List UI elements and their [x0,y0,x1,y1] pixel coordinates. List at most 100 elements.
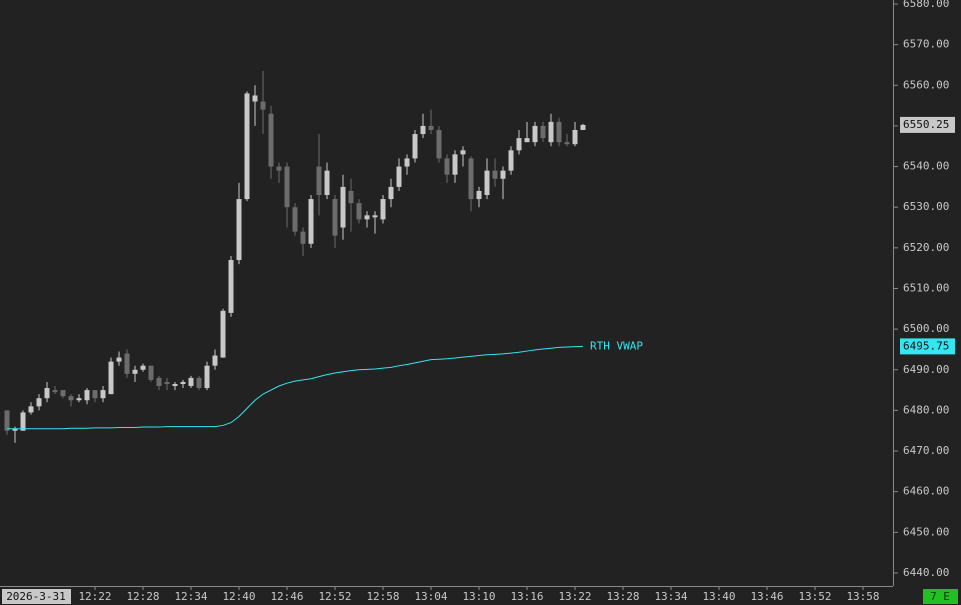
candle-body [156,377,162,387]
candle-body [364,215,370,220]
x-tick-label: 13:40 [702,590,735,603]
candle-body [28,406,34,413]
candle-body [500,170,506,179]
candle-body [540,125,546,139]
candle-body [36,398,42,407]
candle-body [188,377,194,387]
y-tick-label: 6500.00 [903,322,949,335]
candle-body [372,215,378,218]
candle-body [476,190,482,200]
x-tick-label: 13:46 [750,590,783,603]
candle-body [116,357,122,362]
candle-body [380,199,386,220]
candle-body [236,199,242,261]
y-tick-label: 6560.00 [903,78,949,91]
candle-body [292,207,298,232]
y-tick-label: 6570.00 [903,38,949,51]
x-tick-label: 12:58 [366,590,399,603]
candle-body [4,410,10,431]
last-price-box [900,116,955,133]
candle-body [308,199,314,244]
candle-body [388,186,394,200]
status-label: 7 E [930,590,950,603]
x-tick-label: 12:34 [174,590,207,603]
x-tick-label: 13:52 [798,590,831,603]
candle-body [412,134,418,159]
date-box [2,589,71,604]
candle-body [460,150,466,155]
candle-body [12,428,18,431]
candle-body [180,381,186,384]
candle-body [284,166,290,208]
y-tick-label: 6540.00 [903,160,949,173]
candle-body [484,170,490,196]
candle-body [524,138,530,143]
candle-body [580,124,586,130]
candle-body [268,113,274,167]
candle-body [20,412,26,431]
candle-body [60,390,66,397]
y-tick-label: 6480.00 [903,403,949,416]
candle-body [556,121,562,143]
candle-body [252,95,258,102]
candle-body [124,353,130,374]
candle-body [356,203,362,220]
candle-body [428,125,434,130]
x-tick-label: 12:40 [222,590,255,603]
vwap-line [7,345,584,430]
candle-body [148,365,154,380]
y-tick-label: 6440.00 [903,566,949,579]
candle-body [444,158,450,175]
candle-body [332,199,338,236]
candle-body [348,190,354,204]
last-price-label: 6550.25 [903,118,949,131]
candle-body [92,390,98,399]
x-tick-label: 12:28 [126,590,159,603]
candle-body [172,383,178,387]
x-tick-label: 13:22 [558,590,591,603]
candle-body [44,388,50,399]
candle-body [76,398,82,401]
candle-body [100,390,106,399]
x-tick-label: 13:10 [462,590,495,603]
candle-body [492,170,498,179]
x-tick-label: 12:46 [270,590,303,603]
candle-body [340,186,346,228]
x-tick-label: 12:52 [318,590,351,603]
candle-body [532,125,538,143]
candle-body [420,125,426,135]
candle-body [452,154,458,175]
candle-body [276,166,282,171]
candle-body [204,365,210,389]
candle-body [436,129,442,159]
x-tick-label: 13:58 [846,590,879,603]
candle-body [212,355,218,366]
candle-body [516,138,522,151]
date-label: 2026-3-31 [6,590,66,603]
y-tick-label: 6470.00 [903,444,949,457]
y-tick-label: 6530.00 [903,200,949,213]
candle-body [572,129,578,145]
x-tick-label: 13:34 [654,590,687,603]
candle-body [316,166,322,196]
vwap-price-box [900,338,955,355]
candle-body [164,381,170,384]
candle-body [132,369,138,374]
candle-body [68,396,74,401]
candle-body [564,142,570,145]
candle-body [508,150,514,171]
y-tick-label: 6450.00 [903,525,949,538]
candle-body [140,365,146,370]
status-box [923,589,958,604]
x-tick-label: 13:28 [606,590,639,603]
candle-body [324,170,330,196]
y-tick-label: 6520.00 [903,241,949,254]
candle-body [228,260,234,313]
candle-body [468,158,474,200]
candle-body [300,231,306,244]
candle-body [196,377,202,389]
candle-body [220,310,226,358]
candle-body [260,101,266,110]
